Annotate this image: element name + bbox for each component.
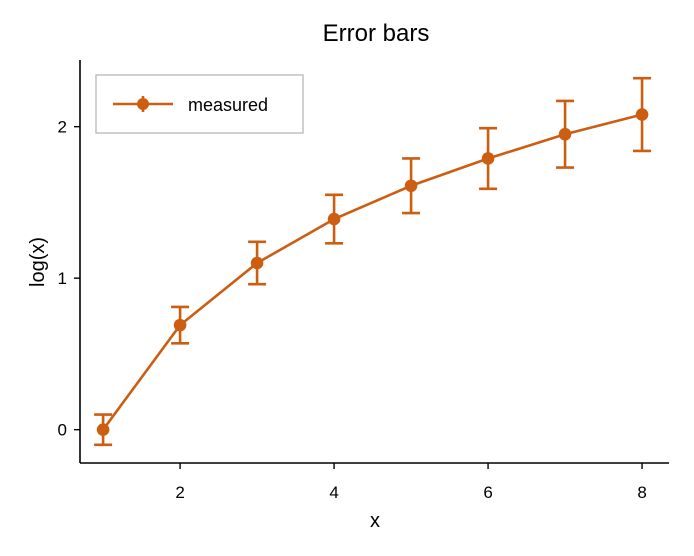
data-point [96, 423, 110, 436]
data-point [558, 127, 572, 141]
chart-title: Error bars [323, 20, 430, 47]
x-tick-label: 4 [329, 483, 338, 502]
data-point [173, 318, 187, 332]
data-point [250, 256, 264, 270]
x-tick-label: 2 [175, 483, 184, 502]
x-tick-label: 8 [637, 483, 646, 502]
x-tick-label: 6 [483, 483, 492, 502]
x-ticks: 2 4 6 8 [175, 463, 647, 502]
legend-label: measured [188, 95, 268, 115]
y-axis-label: log(x) [27, 237, 49, 287]
legend-marker-swatch [137, 98, 149, 110]
y-tick-label: 1 [58, 269, 67, 288]
data-point [635, 108, 649, 121]
data-point [404, 179, 418, 193]
x-axis-label: x [370, 510, 380, 532]
legend: measured [95, 74, 304, 134]
y-tick-label: 0 [58, 421, 67, 440]
series-line [102, 113, 643, 431]
data-point [327, 212, 341, 226]
y-tick-label: 2 [58, 118, 67, 137]
plot-series [94, 76, 652, 447]
data-point [481, 152, 495, 165]
y-ticks: 0 1 2 [58, 118, 80, 440]
